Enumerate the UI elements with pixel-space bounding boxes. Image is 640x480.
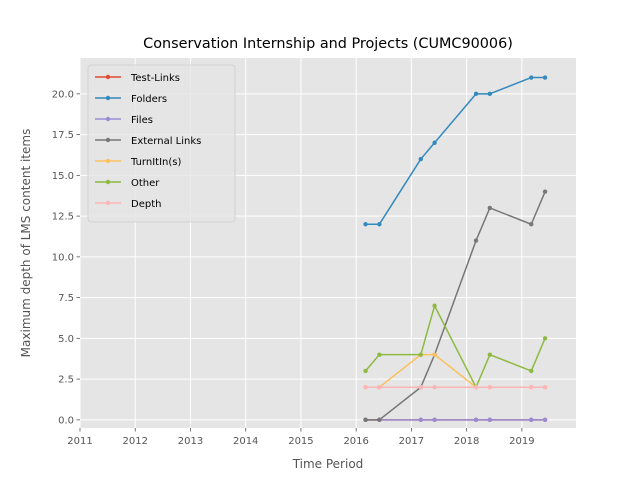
series-folders: [363, 75, 548, 227]
data-point: [432, 352, 437, 357]
legend-label: TurnItIn(s): [130, 157, 181, 168]
data-point: [487, 91, 493, 97]
data-point: [542, 75, 548, 80]
data-point: [529, 417, 534, 423]
data-point: [529, 75, 534, 80]
axis-ticks: 2011 2012 2013 2014 2015 2016 2017 2018 2019 0.0 2…: [52, 89, 535, 447]
legend-marker: [105, 200, 111, 206]
x-tick-label: 2013: [178, 436, 203, 447]
data-point: [473, 238, 479, 243]
data-point: [432, 303, 437, 308]
legend-marker: [105, 158, 111, 164]
x-axis-label: Time Period: [292, 457, 364, 471]
legend-item: Folders: [95, 94, 167, 105]
data-point: [542, 417, 548, 423]
x-tick-label: 2018: [454, 436, 479, 447]
legend-item: Depth: [95, 199, 161, 210]
y-tick-label: 0.0: [58, 415, 74, 426]
data-point: [473, 385, 479, 390]
data-point: [432, 417, 437, 423]
x-tick-label: 2019: [509, 436, 534, 447]
x-tick-label: 2011: [67, 436, 92, 447]
series-line: [365, 76, 546, 226]
x-tick-label: 2016: [343, 436, 368, 447]
y-axis-label: Maximum depth of LMS content items: [19, 129, 33, 358]
data-point: [418, 417, 423, 423]
legend-item: External Links: [95, 136, 201, 147]
data-point: [542, 189, 548, 194]
series-depth: [363, 385, 548, 390]
data-point: [363, 368, 368, 374]
chart-title: Conservation Internship and Projects (CU…: [143, 36, 513, 52]
data-point: [473, 417, 479, 423]
data-point: [418, 385, 423, 390]
data-point: [363, 222, 368, 227]
series-line: [365, 191, 546, 421]
data-point: [377, 352, 382, 357]
data-point: [363, 385, 368, 390]
legend-item: Files: [95, 115, 153, 126]
legend-label: External Links: [131, 136, 201, 147]
data-point: [487, 385, 493, 390]
data-point: [432, 385, 437, 390]
data-point: [487, 417, 493, 423]
y-tick-label: 20.0: [52, 89, 74, 100]
data-point: [542, 385, 548, 390]
series-lines: [363, 75, 548, 423]
data-point: [418, 352, 423, 357]
x-tick-label: 2014: [233, 436, 258, 447]
data-point: [529, 368, 534, 374]
y-tick-label: 15.0: [52, 171, 74, 182]
y-tick-label: 2.5: [58, 375, 74, 386]
legend-box: [87, 64, 236, 223]
x-tick-label: 2012: [123, 436, 148, 447]
legend: Test-Links Folders Files External Links Turn…: [87, 64, 236, 223]
y-tick-label: 12.5: [52, 212, 74, 223]
data-point: [363, 417, 368, 423]
y-tick-label: 7.5: [58, 293, 74, 304]
x-tick-label: 2015: [288, 436, 313, 447]
series-other: [363, 303, 548, 390]
legend-label: Files: [131, 115, 153, 126]
y-tick-label: 17.5: [52, 130, 74, 141]
data-point: [432, 140, 437, 145]
data-point: [377, 222, 382, 227]
legend-marker: [105, 74, 111, 80]
legend-label: Other: [131, 178, 160, 189]
legend-item: Test-Links: [95, 73, 180, 84]
series-line: [364, 305, 546, 388]
data-point: [529, 385, 534, 390]
legend-label: Test-Links: [130, 73, 180, 84]
grid-lines: [79, 58, 576, 428]
legend-label: Folders: [131, 94, 167, 105]
y-tick-label: 5.0: [58, 334, 74, 345]
legend-marker: [105, 116, 111, 122]
data-point: [377, 417, 382, 423]
legend-marker: [105, 95, 111, 101]
data-point: [542, 336, 548, 341]
data-point: [487, 205, 493, 211]
x-tick-label: 2017: [399, 436, 424, 447]
data-point: [487, 352, 493, 357]
data-point: [418, 156, 423, 162]
data-point: [377, 385, 382, 390]
legend-marker: [105, 179, 111, 185]
data-point: [529, 222, 534, 227]
legend-item: TurnItIn(s): [95, 157, 181, 168]
legend-marker: [105, 137, 111, 143]
legend-item: Other: [95, 178, 160, 189]
legend-label: Depth: [131, 199, 161, 210]
series-files: [363, 417, 548, 423]
data-point: [473, 91, 479, 97]
y-tick-label: 10.0: [52, 252, 74, 263]
